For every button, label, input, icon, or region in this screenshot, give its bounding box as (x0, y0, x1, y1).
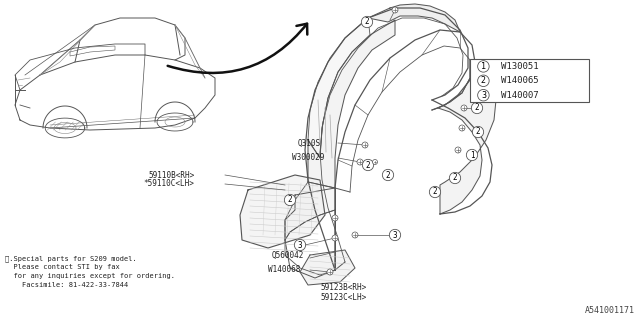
Text: 2: 2 (433, 188, 437, 196)
Circle shape (362, 142, 368, 148)
Text: 1: 1 (481, 62, 486, 71)
FancyArrowPatch shape (168, 24, 307, 73)
Text: 2: 2 (476, 127, 480, 137)
Circle shape (332, 235, 338, 241)
Circle shape (459, 125, 465, 131)
Polygon shape (308, 18, 370, 158)
Polygon shape (240, 175, 325, 248)
Text: 3: 3 (481, 91, 486, 100)
Text: 2: 2 (475, 103, 479, 113)
Text: 2: 2 (365, 18, 369, 27)
Text: 3: 3 (298, 241, 302, 250)
Circle shape (461, 105, 467, 111)
Text: 2: 2 (481, 76, 486, 85)
Text: A541001171: A541001171 (585, 306, 635, 315)
Text: 2: 2 (452, 173, 458, 182)
Text: *59110C<LH>: *59110C<LH> (143, 180, 194, 188)
Text: W140007: W140007 (501, 91, 539, 100)
Circle shape (327, 269, 333, 275)
Text: Q310S: Q310S (298, 139, 321, 148)
Circle shape (372, 159, 378, 164)
Circle shape (455, 147, 461, 153)
Text: W140068: W140068 (268, 266, 300, 275)
Polygon shape (285, 182, 335, 240)
Text: 2: 2 (386, 171, 390, 180)
Text: W130051: W130051 (501, 62, 539, 71)
Circle shape (392, 7, 398, 13)
Text: 2: 2 (288, 196, 292, 204)
Text: W140065: W140065 (501, 76, 539, 85)
Polygon shape (368, 4, 460, 32)
Polygon shape (308, 20, 395, 188)
Text: ※.Special parts for S209 model.
  Please contact STI by fax
  for any inquiries : ※.Special parts for S209 model. Please c… (5, 255, 175, 288)
Polygon shape (300, 250, 355, 285)
Circle shape (332, 215, 338, 221)
Text: 3: 3 (393, 230, 397, 239)
Text: 59110B<RH>: 59110B<RH> (148, 171, 195, 180)
Polygon shape (438, 60, 496, 214)
Circle shape (352, 232, 358, 238)
Text: 2: 2 (365, 161, 371, 170)
Text: 59123B<RH>: 59123B<RH> (320, 284, 366, 292)
Circle shape (357, 159, 363, 165)
Text: 59123C<LH>: 59123C<LH> (320, 293, 366, 302)
Text: Q560042: Q560042 (272, 251, 305, 260)
Text: W300029: W300029 (292, 154, 324, 163)
Bar (470, 59, 589, 102)
Text: 1: 1 (470, 150, 474, 159)
